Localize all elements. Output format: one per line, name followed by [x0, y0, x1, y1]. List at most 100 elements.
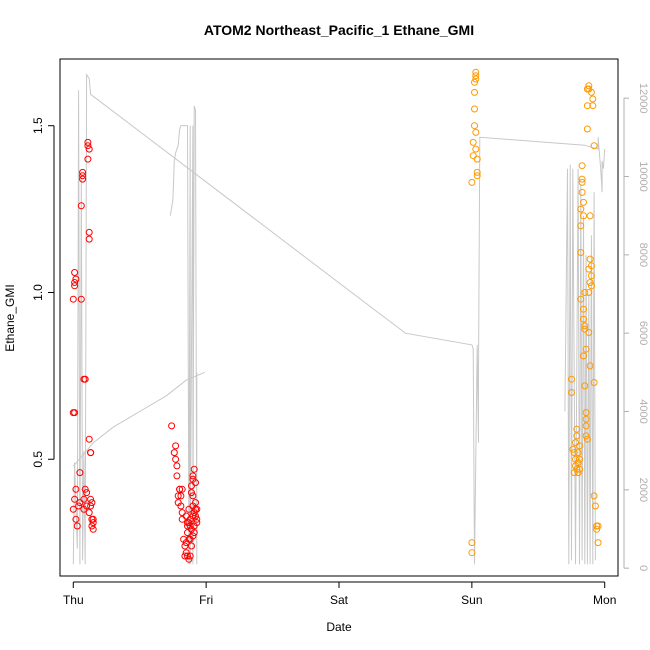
data-point [81, 485, 89, 493]
y2-tick-label: 10000 [637, 161, 649, 192]
data-point [472, 72, 480, 80]
data-point [184, 552, 191, 560]
data-point [77, 295, 85, 303]
data-point [469, 138, 477, 146]
x-tick-label: Sun [461, 593, 482, 607]
data-point [76, 469, 84, 477]
data-point [193, 519, 201, 527]
data-point [573, 465, 581, 473]
data-point [580, 315, 587, 323]
data-point [79, 172, 87, 180]
data-point [572, 439, 579, 447]
data-point [184, 519, 191, 527]
data-point [188, 489, 195, 497]
data-point [188, 525, 195, 533]
data-point [573, 432, 581, 440]
data-point [580, 305, 587, 313]
data-point [88, 522, 96, 530]
data-point [185, 555, 193, 563]
data-point [176, 485, 184, 493]
data-point [574, 459, 582, 467]
data-point [582, 409, 590, 417]
data-point [580, 212, 587, 220]
data-point [577, 249, 585, 256]
y2-tick-label: 0 [637, 565, 649, 571]
data-point [582, 432, 590, 440]
data-point [84, 142, 92, 150]
data-point [570, 449, 578, 457]
data-point [473, 155, 481, 163]
data-point [185, 535, 193, 543]
data-point [591, 502, 599, 510]
data-point [189, 492, 197, 500]
data-point [587, 262, 595, 270]
data-point [587, 282, 595, 290]
y-tick-label: 1.5 [31, 117, 45, 134]
data-point [174, 492, 182, 500]
data-point [89, 519, 97, 527]
data-point [192, 499, 199, 507]
data-point [87, 502, 95, 510]
y2-tick-label: 4000 [637, 399, 649, 423]
data-point [468, 178, 476, 186]
data-point [75, 502, 83, 510]
data-point [468, 539, 476, 547]
data-point [581, 289, 589, 296]
data-point [590, 492, 598, 500]
data-point [583, 435, 591, 443]
data-point [89, 515, 97, 523]
y2-tick-label: 6000 [637, 321, 649, 345]
data-point [193, 515, 201, 523]
data-point [81, 375, 89, 383]
data-point [578, 175, 586, 183]
data-point [181, 542, 189, 550]
data-point [73, 522, 81, 530]
x-tick-label: Sat [330, 593, 349, 607]
data-point [589, 102, 597, 110]
data-point [184, 529, 191, 537]
data-point [71, 269, 79, 276]
data-point [578, 178, 586, 186]
data-point [473, 172, 481, 180]
series-line-4 [72, 73, 606, 565]
series-line-5 [72, 371, 205, 467]
data-point [585, 329, 593, 336]
data-point [72, 275, 80, 283]
data-point [192, 479, 199, 487]
data-point [594, 522, 602, 530]
data-point [72, 485, 80, 493]
data-point [85, 509, 93, 517]
series-line-7 [564, 164, 596, 565]
y2-tick-label: 12000 [637, 83, 649, 114]
data-point [590, 379, 598, 386]
data-point [170, 449, 178, 457]
data-point [577, 205, 585, 213]
data-point [85, 228, 93, 236]
data-point [578, 188, 586, 196]
data-point [472, 128, 480, 136]
data-point [71, 279, 79, 286]
data-point [573, 425, 581, 433]
data-point [71, 409, 79, 417]
data-point [168, 422, 176, 430]
data-point [580, 352, 587, 360]
chart-title: ATOM2 Northeast_Pacific_1 Ethane_GMI [204, 22, 474, 38]
data-point [472, 75, 480, 83]
data-point [192, 505, 199, 513]
data-point [89, 525, 97, 533]
data-point [582, 345, 590, 353]
y-tick-label: 0.5 [31, 451, 45, 468]
data-point [80, 495, 88, 503]
data-point [581, 382, 589, 390]
data-point [87, 449, 95, 457]
data-point [578, 162, 586, 170]
data-point [471, 78, 478, 86]
x-tick-label: Thu [63, 593, 84, 607]
data-point [83, 489, 91, 497]
data-point [177, 492, 185, 500]
data-point [85, 435, 93, 443]
data-point [88, 499, 96, 507]
data-point [173, 462, 181, 470]
data-point [586, 212, 594, 220]
